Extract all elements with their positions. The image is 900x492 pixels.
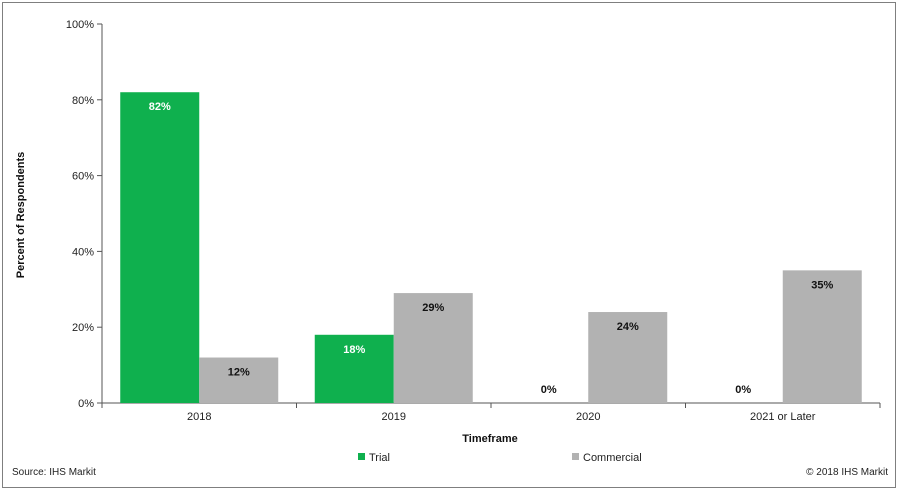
legend-label-commercial: Commercial (583, 452, 642, 464)
data-labels: 82% 12% 18% 29% 0% 24% 0% 35% (149, 101, 834, 396)
x-tick-label: 2020 (576, 411, 600, 423)
data-label-commercial-3: 35% (811, 279, 833, 291)
x-axis-title: Timeframe (462, 433, 517, 445)
data-label-trial-2: 0% (541, 384, 557, 396)
x-tick-label: 2019 (382, 411, 406, 423)
data-label-commercial-1: 29% (422, 302, 444, 314)
bars (120, 92, 862, 403)
data-label-commercial-0: 12% (228, 367, 250, 379)
bar-commercial-0 (199, 357, 279, 403)
y-tick-label: 0% (78, 398, 94, 410)
bar-commercial-2 (588, 312, 668, 403)
data-label-trial-1: 18% (343, 344, 365, 356)
legend: Trial Commercial (358, 452, 642, 464)
copyright-note: © 2018 IHS Markit (806, 467, 888, 478)
source-note: Source: IHS Markit (12, 467, 96, 478)
data-label-trial-0: 82% (149, 101, 171, 113)
x-tick-label: 2021 or Later (750, 411, 816, 423)
legend-swatch-trial (358, 453, 365, 460)
y-tick-label: 80% (72, 95, 94, 107)
y-axis: 0% 20% 40% 60% 80% 100% (66, 19, 103, 410)
y-tick-label: 20% (72, 322, 94, 334)
bar-commercial-3 (782, 270, 862, 403)
y-tick-label: 60% (72, 171, 94, 183)
legend-label-trial: Trial (369, 452, 390, 464)
y-tick-label: 100% (66, 19, 94, 31)
data-label-trial-3: 0% (735, 384, 751, 396)
y-tick-label: 40% (72, 246, 94, 258)
bar-trial-0 (120, 92, 200, 403)
x-tick-label: 2018 (187, 411, 211, 423)
y-axis-title: Percent of Respondents (15, 152, 27, 279)
bar-commercial-1 (393, 293, 473, 403)
bar-trial-1 (314, 334, 394, 403)
data-label-commercial-2: 24% (617, 321, 639, 333)
x-axis: 2018 2019 2020 2021 or Later (101, 402, 881, 423)
legend-swatch-commercial (572, 453, 579, 460)
